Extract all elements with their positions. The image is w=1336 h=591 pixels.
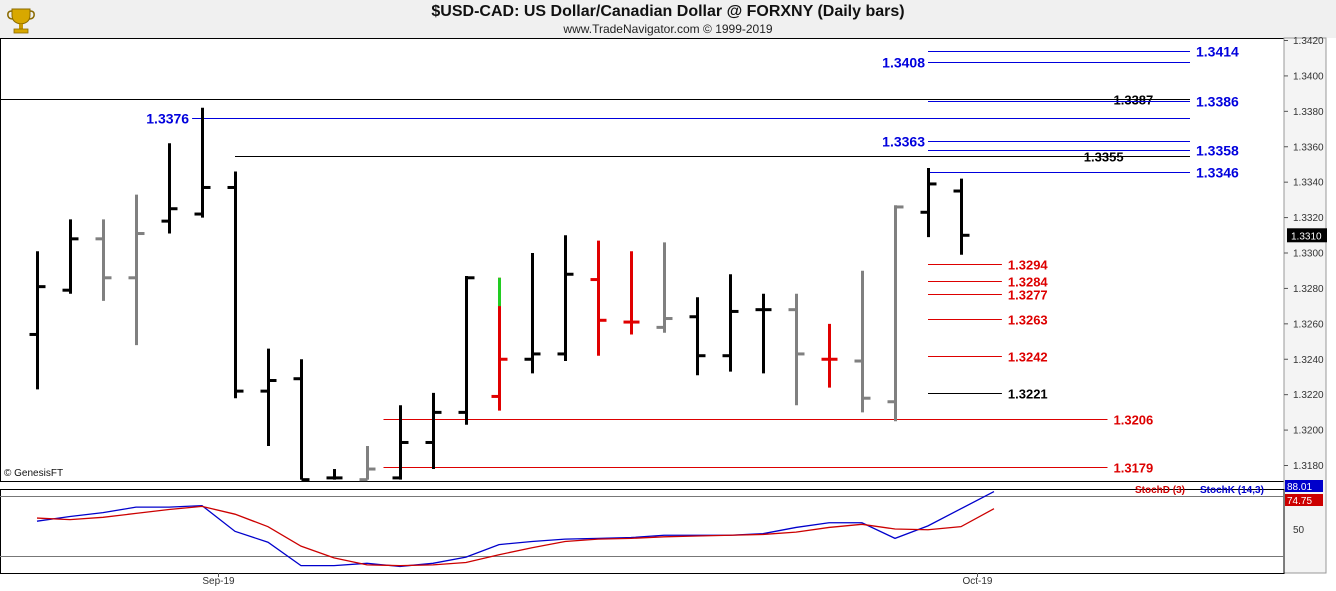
stoch-line (36, 505, 995, 567)
stoch-k-tag (1285, 480, 1323, 492)
stoch-k-value: 88.01 (1287, 482, 1312, 493)
ohlc-bars (29, 107, 970, 482)
chart-header: $USD-CAD: US Dollar/Canadian Dollar @ FO… (0, 0, 1336, 38)
price-level-label: 1.3277 (1008, 288, 1048, 303)
stoch-axis-tick-label: 50 (1293, 525, 1305, 536)
price-level-label: 1.3386 (1196, 94, 1239, 110)
price-level-label: 1.3294 (1008, 258, 1049, 273)
price-axis-tick-label: 1.3380 (1293, 107, 1324, 118)
price-level-label: 1.3358 (1196, 143, 1239, 159)
trophy-icon (6, 5, 36, 35)
stoch-legend-d: StochD (3) (1135, 485, 1185, 496)
price-axis-tick-label: 1.3240 (1293, 355, 1324, 366)
price-level-label: 1.3179 (1114, 461, 1154, 476)
last-price-tag (1287, 228, 1327, 243)
price-level-label: 1.3387 (1114, 93, 1154, 108)
price-axis-tick-label: 1.3220 (1293, 390, 1324, 401)
price-axis-tick-label: 1.3280 (1293, 284, 1324, 295)
date-axis-label: Oct-19 (962, 576, 992, 587)
price-plot-border (0, 38, 1285, 482)
price-axis-tick-label: 1.3340 (1293, 178, 1324, 189)
last-price-label: 1.3310 (1291, 231, 1322, 242)
chart-subtitle: www.TradeNavigator.com © 1999-2019 (563, 22, 773, 36)
price-axis-tick-label: 1.3320 (1293, 213, 1324, 224)
price-axis-tick-label: 1.3200 (1293, 426, 1324, 437)
chart-title: $USD-CAD: US Dollar/Canadian Dollar @ FO… (431, 3, 905, 20)
price-level-label: 1.3284 (1008, 275, 1049, 290)
date-axis-label: Sep-19 (202, 576, 235, 587)
price-level-label: 1.3355 (1084, 150, 1124, 165)
price-level-label: 1.3363 (882, 134, 925, 150)
stochastic-panel: StochD (3) StochK (14,3) 88.01 74.75 50 (36, 480, 1323, 568)
stoch-legend-k: StochK (14,3) (1200, 485, 1264, 496)
price-levels: 1.3414 1.3408 1.3387 1.3386 1.3376 1.3363 1.33… (0, 44, 1239, 476)
copyright-label: © GenesisFT (4, 468, 64, 479)
price-axis-tick-label: 1.3360 (1293, 142, 1324, 153)
price-level-label: 1.3221 (1008, 387, 1048, 402)
price-axis-tick-label: 1.3300 (1293, 249, 1324, 260)
price-level-label: 1.3376 (146, 111, 189, 127)
price-level-label: 1.3242 (1008, 350, 1048, 365)
stoch-plot-border (0, 489, 1285, 574)
price-level-label: 1.3206 (1114, 413, 1154, 428)
date-axis: Sep-19 Oct-19 (202, 573, 993, 587)
stoch-line (36, 490, 995, 568)
price-axis-tick-label: 1.3180 (1293, 461, 1324, 472)
price-axis-tick-label: 1.3420 (1293, 36, 1324, 47)
price-axis-tick-label: 1.3400 (1293, 71, 1324, 82)
stoch-d-value: 74.75 (1287, 496, 1312, 507)
price-axis-tick-label: 1.3260 (1293, 319, 1324, 330)
price-level-label: 1.3414 (1196, 44, 1239, 60)
stoch-d-tag (1285, 494, 1323, 506)
price-level-label: 1.3346 (1196, 165, 1239, 181)
price-level-label: 1.3263 (1008, 313, 1048, 328)
price-axis: 1.3420 1.3400 1.3380 1.3360 1.3340 1.3320 1.33… (1284, 36, 1327, 472)
price-level-label: 1.3408 (882, 55, 925, 71)
